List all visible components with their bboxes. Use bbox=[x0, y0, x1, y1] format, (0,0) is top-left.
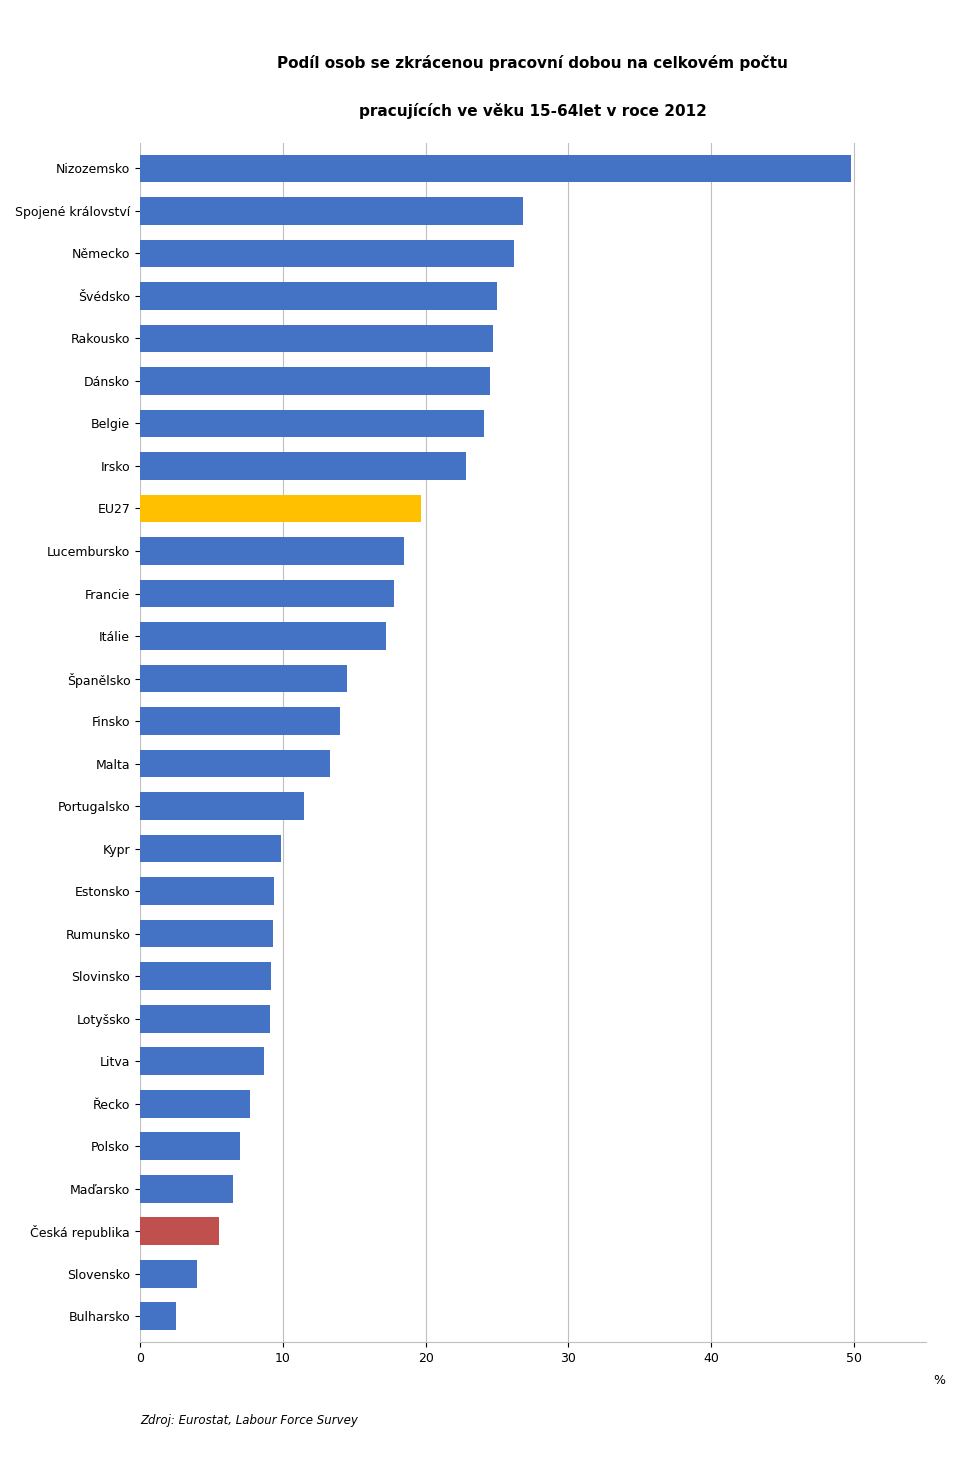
Bar bbox=[140, 239, 515, 267]
Bar bbox=[140, 1047, 264, 1075]
Bar bbox=[140, 1260, 197, 1288]
Bar bbox=[140, 537, 404, 565]
Bar bbox=[140, 1303, 176, 1331]
Bar bbox=[140, 1218, 219, 1245]
Bar bbox=[140, 665, 348, 692]
Text: pracujících ve věku 15-64let v roce 2012: pracujících ve věku 15-64let v roce 2012 bbox=[359, 103, 707, 119]
Bar bbox=[140, 1005, 270, 1033]
Bar bbox=[140, 920, 273, 948]
Bar bbox=[140, 324, 492, 352]
Bar bbox=[140, 707, 340, 735]
Bar bbox=[140, 579, 395, 607]
Bar bbox=[140, 367, 490, 395]
Bar bbox=[140, 282, 497, 310]
Bar bbox=[140, 1175, 233, 1203]
Bar bbox=[140, 154, 852, 182]
Bar bbox=[140, 750, 330, 778]
Bar bbox=[140, 835, 281, 863]
Bar bbox=[140, 962, 272, 990]
Bar bbox=[140, 409, 484, 437]
Bar bbox=[140, 622, 386, 650]
Bar bbox=[140, 877, 275, 905]
Bar bbox=[140, 452, 466, 480]
Bar bbox=[140, 494, 421, 522]
Text: Zdroj: Eurostat, Labour Force Survey: Zdroj: Eurostat, Labour Force Survey bbox=[140, 1414, 358, 1427]
Bar bbox=[140, 197, 523, 224]
Bar bbox=[140, 1090, 250, 1118]
Bar bbox=[140, 792, 304, 820]
Text: Podíl osob se zkrácenou pracovní dobou na celkovém počtu: Podíl osob se zkrácenou pracovní dobou n… bbox=[277, 54, 788, 70]
Bar bbox=[140, 1133, 240, 1160]
Text: %: % bbox=[933, 1373, 946, 1386]
